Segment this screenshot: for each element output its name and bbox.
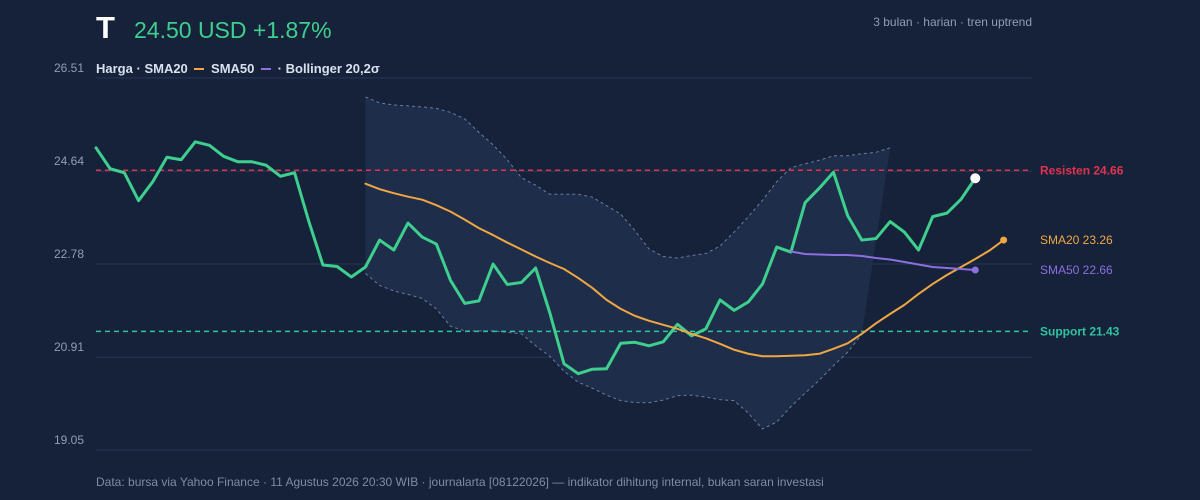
sma20-line	[364, 182, 1005, 358]
sma50-line	[789, 250, 977, 271]
bollinger-lower-line	[365, 273, 863, 430]
footer-source: Data: bursa via Yahoo Finance · 11 Agust…	[96, 475, 824, 489]
legend-sma20: SMA20	[144, 61, 188, 76]
y-tick-label: 24.64	[54, 154, 84, 168]
legend-bollinger: Bollinger 20,2σ	[285, 61, 380, 76]
price-end-marker	[970, 173, 981, 184]
sma20-end-label: SMA20 23.26	[1040, 233, 1113, 247]
bollinger-area	[365, 96, 891, 430]
chart-meta: 3 bulan · harian · tren uptrend	[873, 15, 1032, 29]
level-lines	[96, 169, 1032, 333]
price-line	[94, 140, 977, 376]
y-tick-label: 26.51	[54, 61, 84, 75]
price-change: +1.87%	[252, 17, 332, 43]
y-tick-label: 20.91	[54, 340, 84, 354]
price-readout: 24.50 USD +1.87%	[134, 17, 332, 44]
ticker-symbol: T	[96, 10, 115, 45]
y-tick-label: 22.78	[54, 247, 84, 261]
resisten-label: Resisten 24.66	[1040, 163, 1124, 177]
chart-legend: Harga · SMA20 SMA50 · Bollinger 20,2σ	[96, 61, 380, 76]
support-label: Support 21.43	[1040, 324, 1120, 338]
sma50-end-label: SMA50 22.66	[1040, 263, 1113, 277]
bollinger-band	[365, 96, 891, 430]
legend-sma50-swatch	[261, 67, 272, 70]
series-lines	[94, 140, 1005, 376]
sma50-end-marker	[971, 266, 979, 274]
legend-sma50: SMA50	[211, 61, 255, 76]
sma20-end-marker	[1000, 236, 1008, 244]
y-tick-label: 19.05	[54, 433, 84, 447]
legend-sma20-swatch	[194, 67, 205, 70]
chart-labels: Resisten 24.66 Support 21.43 SMA20 23.26 SM…	[970, 163, 1124, 338]
current-price: 24.50 USD	[134, 17, 247, 43]
legend-price: Harga	[96, 61, 133, 76]
